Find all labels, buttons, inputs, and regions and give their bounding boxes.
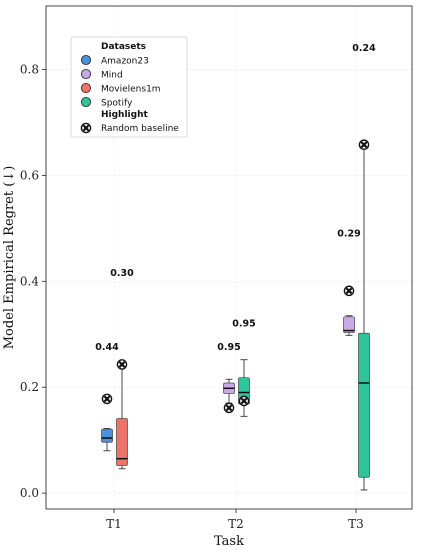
- legend-swatch: [80, 82, 92, 94]
- annotation-label: 0.44: [95, 342, 119, 353]
- legend-items: Amazon23 Mind Movielens1m Spotify: [80, 54, 161, 109]
- baseline-marker-stroke-b: [82, 124, 90, 132]
- legend-baseline-marker: [80, 122, 92, 134]
- random-baseline-marker: [358, 139, 370, 151]
- baseline-marker-stroke-b: [118, 361, 126, 368]
- legend-item-spotify: Spotify: [80, 96, 133, 109]
- legend-swatch: [80, 96, 92, 108]
- box-t1-movielens1m: [116, 364, 128, 470]
- y-tick-label: 0.2: [20, 380, 39, 394]
- baseline-marker-stroke-b: [240, 397, 248, 405]
- legend-swatch: [80, 68, 92, 80]
- x-tick-label: T3: [348, 517, 364, 531]
- legend-item-label: Amazon23: [101, 57, 149, 67]
- box-iqr: [343, 316, 355, 334]
- box-t1-amazon23: [101, 428, 113, 452]
- annotation-label: 0.29: [337, 228, 360, 239]
- box-iqr: [358, 332, 370, 478]
- baseline-marker-stroke-b: [103, 395, 111, 403]
- boxes: [101, 139, 370, 491]
- annotation-label: 0.24: [352, 43, 376, 54]
- legend-item-label: Mind: [101, 71, 123, 81]
- random-baseline-marker: [238, 395, 250, 407]
- legend-baseline-label: Random baseline: [101, 124, 179, 134]
- x-tick-label: T1: [106, 517, 122, 531]
- y-axis-title: Model Empirical Regret (↓): [2, 166, 17, 350]
- legend-swatch: [80, 54, 92, 66]
- random-baseline-marker: [343, 285, 355, 297]
- box-t3-mind: [343, 315, 355, 336]
- axes: 0.0 0.2 0.4 0.6 0.8 T1 T2 T3: [20, 63, 364, 531]
- box-iqr: [101, 428, 113, 443]
- plot-frame: [45, 5, 413, 510]
- legend-item-movielens1m: Movielens1m: [80, 82, 161, 95]
- x-axis-title: Task: [214, 534, 244, 548]
- annotation-label: 0.95: [217, 342, 240, 353]
- baseline-marker-stroke-b: [345, 287, 353, 295]
- y-tick-label: 0.6: [20, 168, 39, 182]
- annotations: 0.44 0.30 0.95 0.95 0.29 0.24: [95, 43, 376, 353]
- legend-datasets-title: Datasets: [101, 42, 146, 52]
- baseline-marker-stroke-b: [225, 404, 233, 412]
- random-baseline-marker: [101, 393, 113, 405]
- legend-highlight-title: Highlight: [101, 110, 148, 120]
- legend-frame: [70, 36, 188, 138]
- legend-item-label: Spotify: [101, 99, 133, 109]
- baseline-marker-stroke-b: [360, 141, 368, 149]
- legend-item-amazon23: Amazon23: [80, 54, 149, 67]
- random-baseline-marker: [223, 402, 235, 414]
- box-t3-spotify: [358, 144, 370, 491]
- y-tick-label: 0.0: [20, 486, 39, 500]
- box-iqr: [116, 418, 128, 466]
- legend-baseline-icon: [80, 122, 92, 134]
- annotation-label: 0.95: [232, 318, 255, 329]
- annotation-label: 0.30: [110, 268, 134, 279]
- y-tick-label: 0.8: [20, 63, 39, 77]
- random-baseline-marker: [116, 359, 128, 370]
- legend-item-label: Movielens1m: [101, 85, 161, 95]
- box-t2-mind: [223, 378, 235, 404]
- x-tick-label: T2: [228, 517, 244, 531]
- legend: Datasets Amazon23MindMovielens1mSpotify …: [70, 36, 188, 138]
- y-tick-label: 0.4: [20, 274, 39, 288]
- legend-item-mind: Mind: [80, 68, 123, 81]
